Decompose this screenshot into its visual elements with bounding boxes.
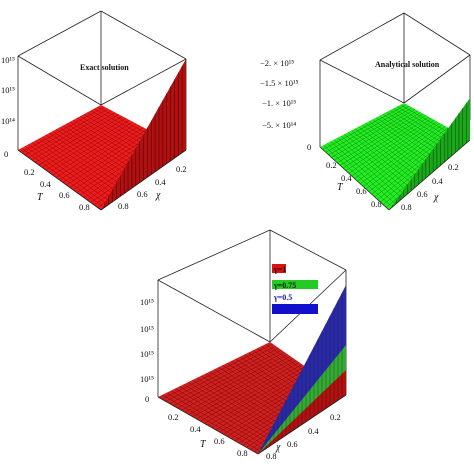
panel1-x-tick-4: 0.8 [118, 201, 129, 211]
panel3-x-axis-label: χ [275, 442, 281, 453]
panel2-x-tick-1: 0.2 [448, 162, 459, 172]
panel2-t-axis-label: T [337, 182, 344, 193]
legend-label-gamma-1: γ=1 [273, 265, 286, 274]
panel2-wall-mesh [392, 103, 467, 207]
mesh-line [31, 142, 116, 201]
panel3-z-tick-1: 10¹⁵ [140, 297, 154, 307]
panel2-x-axis-label: χ [433, 192, 439, 203]
panel1-t-tick-2: 0.4 [40, 179, 51, 189]
panel1-x-axis-label: χ [155, 190, 161, 201]
panel3-z-tick-2: 10¹⁵ [140, 324, 154, 334]
mesh-line [162, 394, 262, 452]
panel1-title: Exact solution [80, 63, 129, 72]
mesh-line [28, 144, 112, 203]
panel-exact-solution: Exact solution 10¹⁵ 10¹⁵ 10¹⁴ 0 0.2 0.4 … [1, 10, 187, 212]
panel3-t-tick-4: 0.8 [237, 448, 248, 458]
panel2-t-tick-3: 0.6 [356, 186, 367, 196]
mesh-line [323, 145, 393, 208]
panel1-z-tick-3: 10¹⁴ [1, 116, 15, 126]
panel3-wall-mesh [261, 292, 343, 452]
panel1-x-tick-2: 0.4 [155, 177, 166, 187]
panel1-wall-mesh [104, 65, 183, 208]
mesh-line [21, 147, 105, 208]
mesh-line [179, 386, 276, 443]
mesh-line [192, 379, 286, 436]
mesh-line [183, 384, 279, 441]
panel2-surface-mesh [322, 104, 468, 208]
panel1-t-tick-4: 0.8 [79, 202, 90, 212]
panel3-t-tick-3: 0.6 [214, 436, 225, 446]
legend-label-gamma-0-75: γ=0.75 [273, 281, 296, 290]
panel2-x-tick-3: 0.6 [417, 189, 428, 199]
panel2-t-tick-2: 0.4 [341, 173, 352, 183]
panel1-z-tick-2: 10¹⁵ [1, 85, 15, 95]
legend-label-gamma-0-5: γ=0.5 [273, 293, 292, 302]
panel1-z-tick-4: 0 [4, 149, 8, 159]
panel1-z-tick-1: 10¹⁵ [1, 55, 15, 65]
mesh-line [170, 390, 269, 448]
panel3-z-tick-4: 10¹⁵ [140, 374, 154, 384]
panel-analytical-solution: Analytical solution −2. × 10¹⁵ −1.5 × 10… [260, 12, 471, 212]
panel1-t-tick-3: 0.6 [59, 190, 70, 200]
mesh-line [24, 146, 109, 206]
legend-swatch-gamma-0-75 [272, 280, 318, 289]
mesh-line [326, 143, 396, 205]
mesh-line [175, 388, 272, 446]
panel2-title: Analytical solution [375, 60, 440, 69]
panel3-t-axis-label: T [200, 439, 207, 450]
panel1-x-tick-1: 0.2 [176, 164, 187, 174]
panel3-t-tick-2: 0.4 [190, 424, 201, 434]
panel2-base-edges [319, 139, 471, 211]
panel2-t-tick-1: 0.2 [326, 160, 337, 170]
mesh-line [166, 392, 265, 450]
panel2-z-tick-1: −2. × 10¹⁵ [260, 58, 294, 68]
panel2-surface-floor [320, 103, 470, 210]
panel2-t-tick-4: 0.8 [371, 199, 382, 209]
panel3-x-tick-3: 0.6 [287, 439, 298, 449]
panel3-z-tick-5: 0 [145, 394, 149, 404]
panel3-z-tick-3: 10¹⁵ [140, 349, 154, 359]
panel3-t-tick-1: 0.2 [168, 412, 179, 422]
mesh-line [211, 370, 312, 428]
panel3-x-tick-2: 0.4 [308, 426, 319, 436]
panel3-base-edges [157, 394, 347, 455]
panel2-x-tick-4: 0.8 [401, 202, 412, 212]
panel1-x-tick-3: 0.6 [137, 189, 148, 199]
mesh-line [330, 141, 400, 202]
legend-swatch-gamma-1 [272, 264, 286, 273]
panel3-x-tick-1: 0.2 [330, 412, 341, 422]
panel2-z-tick-2: −1.5 × 10¹⁵ [260, 78, 299, 88]
panel3-surface-mesh [161, 343, 344, 452]
mesh-line [196, 377, 289, 434]
panel3-x-tick-4: 0.8 [266, 451, 277, 461]
panel1-t-tick-1: 0.2 [24, 167, 35, 177]
panel-gamma-comparison: γ=1 γ=0.75 γ=0.5 γ=0.25 10¹⁵ 10¹⁵ 10¹⁵ 1… [140, 229, 347, 461]
panel2-x-tick-2: 0.4 [432, 176, 443, 186]
panel2-z-tick-4: −5. × 10¹⁴ [262, 120, 296, 130]
panel2-z-tick-5: 0 [307, 142, 311, 152]
mesh-line [333, 139, 403, 199]
legend-swatch-gamma-0-25 [272, 304, 318, 314]
panel1-base-edges [17, 149, 187, 211]
mesh-line [188, 382, 282, 439]
panel3-legend: γ=1 γ=0.75 γ=0.5 γ=0.25 [272, 264, 318, 314]
panel1-t-axis-label: T [37, 192, 44, 203]
panel2-z-tick-3: −1. × 10¹⁵ [262, 98, 296, 108]
legend-label-gamma-0-25: γ=0.25 [275, 305, 298, 314]
